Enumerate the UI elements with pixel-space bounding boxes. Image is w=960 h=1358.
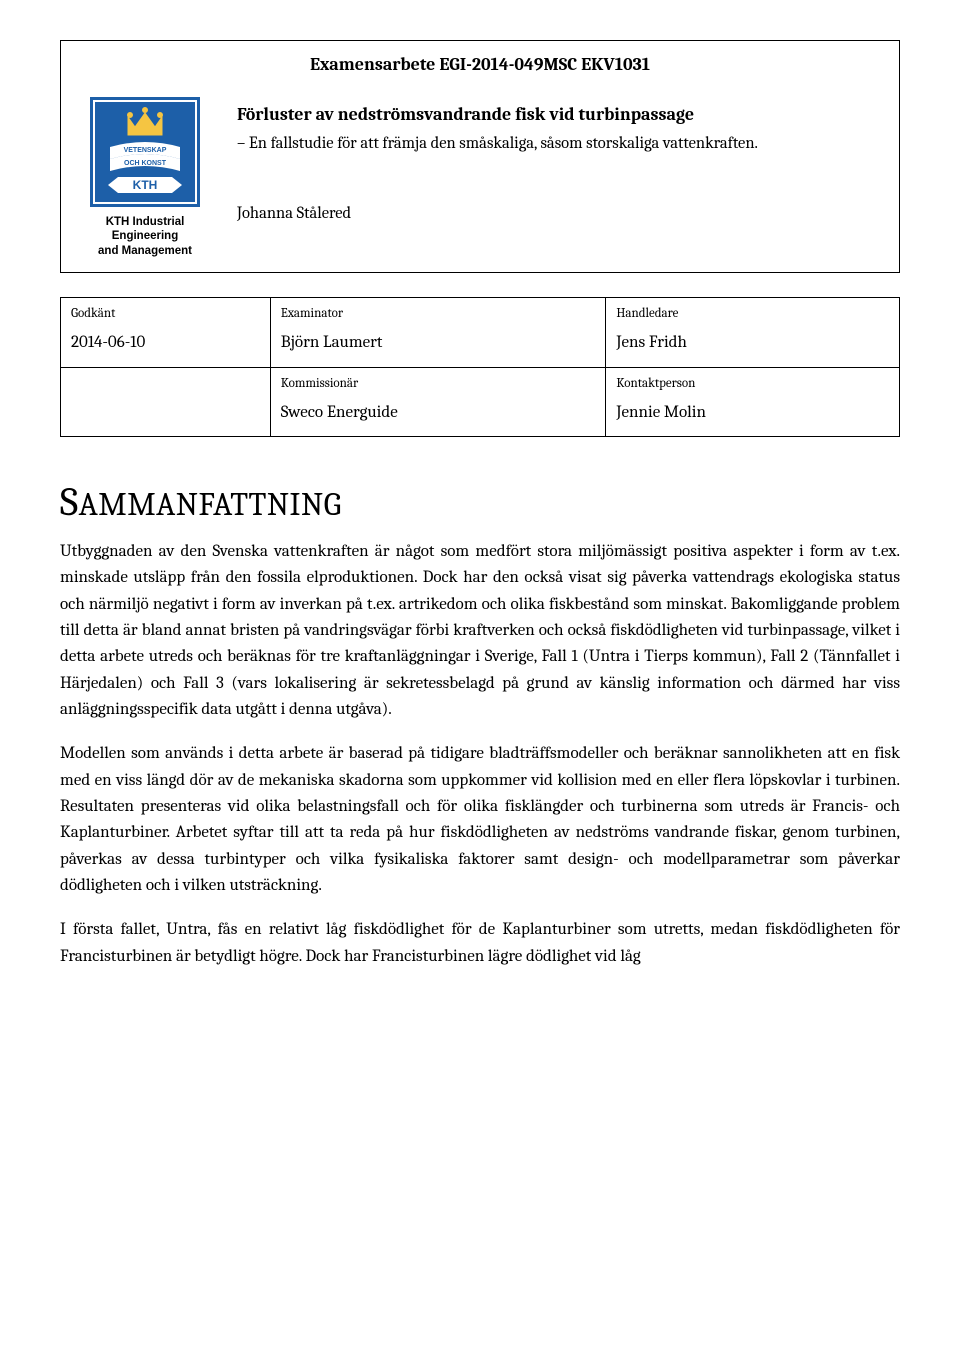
- body-paragraph-2: Modellen som används i detta arbete är b…: [60, 741, 900, 899]
- svg-text:VETENSKAP: VETENSKAP: [124, 147, 167, 154]
- svg-text:OCH KONST: OCH KONST: [124, 160, 167, 167]
- heading-rest: AMMANFATTNING: [79, 486, 342, 523]
- cell-examinator: Examinator Björn Laumert: [270, 298, 606, 367]
- title-column: Förluster av nedströmsvandrande fisk vid…: [237, 97, 885, 227]
- heading-initial-cap: S: [60, 479, 79, 525]
- table-row: Godkänt 2014-06-10 Examinator Björn Laum…: [61, 298, 900, 367]
- value-kontaktperson: Jennie Molin: [616, 403, 706, 422]
- label-kommissionar: Kommissionär: [281, 374, 596, 394]
- header-box: Examensarbete EGI-2014-049MSC EKV1031: [60, 40, 900, 273]
- label-godkant: Godkänt: [71, 304, 260, 324]
- logo-column: VETENSKAP OCH KONST KTH KTH Industrial E…: [75, 97, 215, 258]
- table-row: Kommissionär Sweco Energuide Kontaktpers…: [61, 367, 900, 436]
- svg-text:KTH: KTH: [133, 178, 158, 192]
- course-code: Examensarbete EGI-2014-049MSC EKV1031: [75, 51, 885, 79]
- cell-empty: [61, 367, 271, 436]
- logo-caption: KTH Industrial Engineering and Managemen…: [75, 215, 215, 258]
- thesis-subtitle: – En fallstudie för att främja den småsk…: [237, 133, 885, 155]
- kth-logo: VETENSKAP OCH KONST KTH: [90, 97, 200, 207]
- cell-kommissionar: Kommissionär Sweco Energuide: [270, 367, 606, 436]
- label-handledare: Handledare: [616, 304, 889, 324]
- label-examinator: Examinator: [281, 304, 596, 324]
- logo-caption-line-2: and Management: [98, 245, 192, 257]
- value-date: 2014-06-10: [71, 333, 145, 352]
- header-row: VETENSKAP OCH KONST KTH KTH Industrial E…: [75, 97, 885, 258]
- author-name: Johanna Stålered: [237, 201, 885, 227]
- label-kontaktperson: Kontaktperson: [616, 374, 889, 394]
- value-handledare: Jens Fridh: [616, 333, 687, 352]
- info-table: Godkänt 2014-06-10 Examinator Björn Laum…: [60, 297, 900, 437]
- body-paragraph-1: Utbyggnaden av den Svenska vattenkraften…: [60, 539, 900, 723]
- thesis-title: Förluster av nedströmsvandrande fisk vid…: [237, 103, 885, 127]
- section-heading-sammanfattning: SAMMANFATTNING: [60, 471, 900, 533]
- body-paragraph-3: I första fallet, Untra, fås en relativt …: [60, 917, 900, 970]
- cell-kontaktperson: Kontaktperson Jennie Molin: [606, 367, 900, 436]
- logo-caption-line-1: KTH Industrial Engineering: [106, 216, 185, 242]
- value-examinator: Björn Laumert: [281, 333, 383, 352]
- cell-godkant: Godkänt 2014-06-10: [61, 298, 271, 367]
- value-kommissionar: Sweco Energuide: [281, 403, 398, 422]
- cell-handledare: Handledare Jens Fridh: [606, 298, 900, 367]
- page: Examensarbete EGI-2014-049MSC EKV1031: [0, 0, 960, 1358]
